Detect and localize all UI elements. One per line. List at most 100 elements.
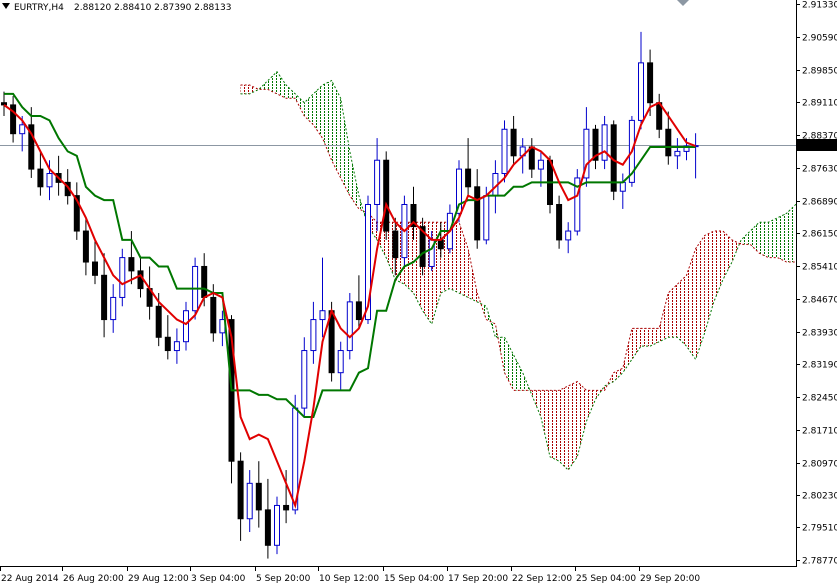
candle-body — [537, 159, 544, 170]
y-tick-label: 2.88370 — [802, 132, 837, 142]
candle-body — [337, 350, 344, 374]
cloud-segment — [267, 71, 277, 94]
y-tick-label: 2.85410 — [802, 263, 837, 273]
cloud-segment — [695, 235, 705, 360]
cloud-segment — [586, 390, 596, 422]
candle-body — [210, 296, 217, 334]
x-tick-label: 10 Sep 12:00 — [319, 574, 379, 584]
cloud-segment — [659, 293, 669, 342]
candle-body — [201, 265, 208, 298]
candle-body — [647, 62, 654, 104]
x-tick-label: 29 Sep 20:00 — [640, 574, 700, 584]
candle-body — [556, 203, 563, 241]
y-tick-label: 2.82450 — [802, 394, 837, 404]
chart-header: EURTRY,H4 2.88120 2.88410 2.87390 2.8813… — [2, 3, 231, 13]
y-tick-label: 2.90590 — [802, 34, 837, 44]
cloud-segment — [631, 328, 641, 360]
candle-body — [483, 195, 490, 241]
current-price-label: 2.88133 — [800, 142, 837, 152]
y-tick-label: 2.87630 — [802, 165, 837, 175]
cloud-segment — [331, 80, 341, 178]
x-tick-label: 3 Sep 04:00 — [191, 574, 246, 584]
candle-body — [437, 239, 444, 250]
candle-body — [155, 305, 162, 338]
cloud-segment — [249, 84, 259, 94]
candle-body — [1, 102, 7, 106]
candle-body — [365, 203, 371, 321]
cloud-segment — [750, 222, 760, 254]
cloud-segment — [795, 204, 796, 263]
current-price-box-bg — [797, 139, 837, 151]
candle-body — [474, 186, 481, 241]
candle-body — [46, 173, 53, 188]
candle-body — [82, 230, 89, 263]
candle-body — [137, 270, 144, 290]
candle-body — [19, 124, 26, 135]
candle-body — [255, 482, 262, 511]
candle-body — [128, 257, 135, 272]
candle-body — [374, 159, 381, 205]
price-axis: 2.91330 2.90590 2.89850 2.89110 2.88370 2.876… — [796, 1, 837, 567]
cloud-segment — [277, 71, 287, 99]
cloud-segment — [286, 84, 296, 99]
x-tick-label: 26 Aug 20:00 — [63, 574, 124, 584]
cloud-segment — [340, 98, 350, 196]
candle-body — [528, 146, 535, 170]
chart-ohlc: 2.88120 2.88410 2.87390 2.88133 — [74, 3, 231, 13]
cloud-segment — [677, 275, 687, 347]
x-tick-label: 29 Aug 12:00 — [128, 574, 189, 584]
cloud-segment — [759, 222, 769, 258]
candle-body — [283, 504, 290, 511]
cloud-segment — [295, 93, 305, 116]
candle-body — [119, 257, 126, 298]
cloud-segment — [240, 84, 250, 94]
cloud-segment — [722, 231, 732, 280]
candle-body — [601, 124, 608, 161]
cloud-segment — [613, 368, 623, 382]
candle-body — [319, 310, 326, 321]
current-price-box: 2.88133 — [797, 139, 837, 152]
candle-body — [638, 62, 644, 121]
cloud-segment — [349, 151, 359, 209]
cloud-segment — [313, 84, 323, 139]
time-axis: 22 Aug 2014 26 Aug 20:00 29 Aug 12:00 3 Sep… — [0, 566, 700, 584]
cloud-segment — [650, 328, 660, 347]
cloud-segment — [704, 231, 714, 333]
cloud-segment — [786, 204, 796, 263]
candle-body — [264, 509, 271, 546]
candle-body — [183, 310, 189, 343]
cloud-segment — [550, 390, 560, 462]
y-tick-label: 2.78770 — [802, 557, 837, 567]
cloud-segment — [459, 222, 469, 298]
candle-body — [465, 168, 472, 188]
y-tick-label: 2.80230 — [802, 492, 837, 502]
candle-body — [456, 168, 462, 214]
y-tick-label: 2.89110 — [802, 99, 837, 109]
candle-body — [73, 195, 80, 232]
cloud-segment — [513, 354, 523, 391]
cloud-segment — [768, 217, 778, 258]
tenkan-sen-line — [3, 101, 696, 509]
y-tick-label: 2.91330 — [802, 1, 837, 11]
x-tick-label: 22 Aug 2014 — [1, 574, 59, 584]
cloud-segment — [777, 213, 787, 263]
x-tick-label: 5 Sep 20:00 — [256, 574, 311, 584]
y-tick-label: 2.89850 — [802, 67, 837, 77]
cloud-segment — [741, 231, 751, 245]
candle-body — [173, 341, 180, 352]
y-tick-label: 2.84670 — [802, 296, 837, 306]
scroll-indicator-icon[interactable] — [677, 0, 689, 6]
candle-body — [410, 203, 417, 228]
cloud-segment — [559, 385, 569, 471]
symbol-marker-icon — [2, 3, 10, 9]
candle-body — [301, 350, 308, 409]
x-tick-label: 15 Sep 04:00 — [384, 574, 444, 584]
candle-body — [164, 336, 171, 352]
x-tick-label: 17 Sep 20:00 — [448, 574, 508, 584]
candle-body — [237, 460, 244, 520]
y-tick-label: 2.86890 — [802, 198, 837, 208]
cloud-segment — [322, 80, 332, 161]
candle-body — [310, 319, 317, 352]
cloud-segment — [668, 284, 678, 338]
candle-body — [28, 124, 35, 170]
